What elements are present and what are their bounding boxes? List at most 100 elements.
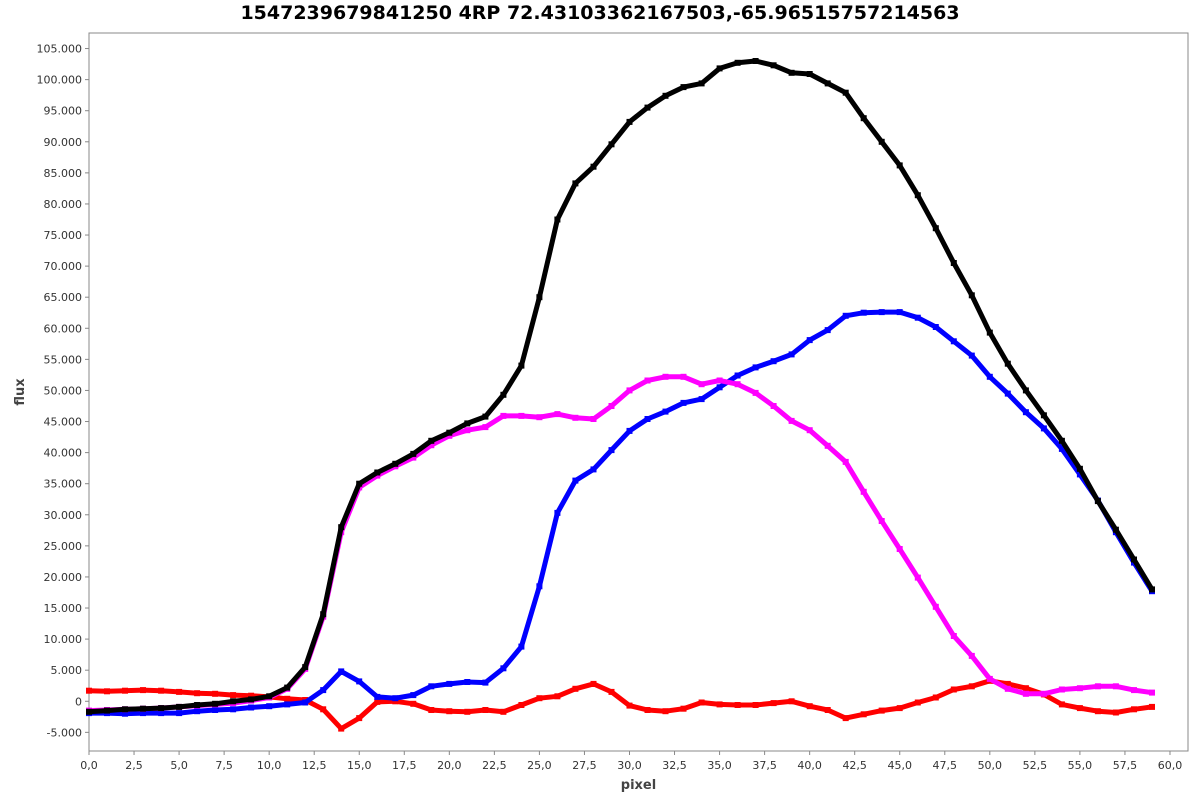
data-point xyxy=(842,312,849,319)
data-point xyxy=(698,699,705,706)
data-point xyxy=(896,309,903,316)
data-point xyxy=(788,417,795,424)
data-point xyxy=(644,377,651,384)
y-tick-label: 70.000 xyxy=(44,260,83,273)
y-tick-label: 55.000 xyxy=(44,353,83,366)
data-point xyxy=(1131,556,1137,563)
data-point xyxy=(734,59,741,66)
data-point xyxy=(518,702,525,708)
y-tick-label: 80.000 xyxy=(44,198,83,211)
x-tick-label: 50,0 xyxy=(978,759,1003,772)
x-tick-label: 45,0 xyxy=(887,759,912,772)
data-point xyxy=(536,695,543,702)
data-point xyxy=(122,710,128,717)
data-point xyxy=(392,698,399,705)
data-point xyxy=(536,583,543,590)
data-point xyxy=(590,680,597,687)
data-point xyxy=(644,104,651,111)
data-point xyxy=(770,700,777,707)
x-tick-label: 12,5 xyxy=(302,759,327,772)
data-point xyxy=(158,687,165,694)
x-tick-label: 35,0 xyxy=(707,759,732,772)
y-tick-label: 15.000 xyxy=(44,602,83,615)
data-point xyxy=(230,692,237,699)
data-point xyxy=(644,707,651,713)
data-point xyxy=(338,524,345,531)
data-point xyxy=(698,396,705,403)
data-point xyxy=(446,680,453,687)
y-axis-label: flux xyxy=(13,378,28,406)
data-point xyxy=(842,458,849,465)
data-point xyxy=(410,700,417,707)
data-point xyxy=(752,58,759,64)
data-point xyxy=(1058,445,1065,452)
y-tick-label: 105.000 xyxy=(37,43,83,56)
x-tick-label: 0,0 xyxy=(80,759,98,772)
data-point xyxy=(950,633,957,639)
data-point xyxy=(428,437,435,444)
data-point xyxy=(734,372,741,379)
data-point xyxy=(410,692,417,699)
data-point xyxy=(770,403,777,409)
data-point xyxy=(338,668,345,675)
series-layer xyxy=(86,58,1155,732)
data-point xyxy=(824,442,831,449)
data-point xyxy=(608,403,615,409)
data-point xyxy=(86,687,92,694)
data-point xyxy=(950,338,957,345)
data-point xyxy=(572,180,579,187)
data-point xyxy=(248,704,255,711)
data-point xyxy=(788,351,795,358)
data-point xyxy=(176,703,183,710)
data-point xyxy=(1076,685,1083,692)
data-point xyxy=(806,703,813,710)
data-point xyxy=(734,381,741,388)
data-point xyxy=(734,702,741,708)
data-point xyxy=(968,292,975,299)
data-point xyxy=(230,698,237,705)
y-tick-label: 0 xyxy=(75,695,82,708)
x-tick-label: 25,0 xyxy=(527,759,552,772)
data-point xyxy=(662,92,669,99)
data-point xyxy=(1112,526,1119,533)
data-point xyxy=(1058,437,1065,444)
data-point xyxy=(1076,705,1083,712)
data-point xyxy=(896,705,903,712)
data-point xyxy=(860,309,867,316)
data-point xyxy=(374,472,381,479)
data-point xyxy=(482,413,489,420)
y-tick-label: 60.000 xyxy=(44,322,83,335)
data-point xyxy=(428,683,435,690)
data-point xyxy=(140,687,146,694)
data-point xyxy=(680,84,687,91)
data-point xyxy=(680,399,687,406)
y-tick-label: 10.000 xyxy=(44,633,83,646)
data-point xyxy=(320,706,327,713)
data-point xyxy=(248,696,255,703)
data-point xyxy=(518,362,525,369)
data-point xyxy=(1076,471,1083,478)
x-tick-label: 22,5 xyxy=(482,759,507,772)
data-point xyxy=(1076,465,1083,472)
data-point xyxy=(842,89,849,96)
data-point xyxy=(122,706,128,713)
data-point xyxy=(1040,425,1047,432)
data-point xyxy=(500,665,507,672)
series-line-0 xyxy=(86,58,1155,715)
data-point xyxy=(158,705,165,712)
data-point xyxy=(86,708,92,715)
data-point xyxy=(140,705,146,712)
data-point xyxy=(554,216,561,223)
data-point xyxy=(626,427,633,434)
y-tick-label: 5.000 xyxy=(51,664,83,677)
data-point xyxy=(608,447,615,454)
y-tick-label: 35.000 xyxy=(44,478,83,491)
data-point xyxy=(446,708,453,715)
x-tick-label: 20,0 xyxy=(437,759,462,772)
data-point xyxy=(374,698,381,705)
data-point xyxy=(860,488,867,495)
data-point xyxy=(590,163,597,170)
y-tick-label: 30.000 xyxy=(44,509,83,522)
data-point xyxy=(410,454,417,461)
chart-title: 1547239679841250 4RP 72.43103362167503,-… xyxy=(240,2,960,24)
